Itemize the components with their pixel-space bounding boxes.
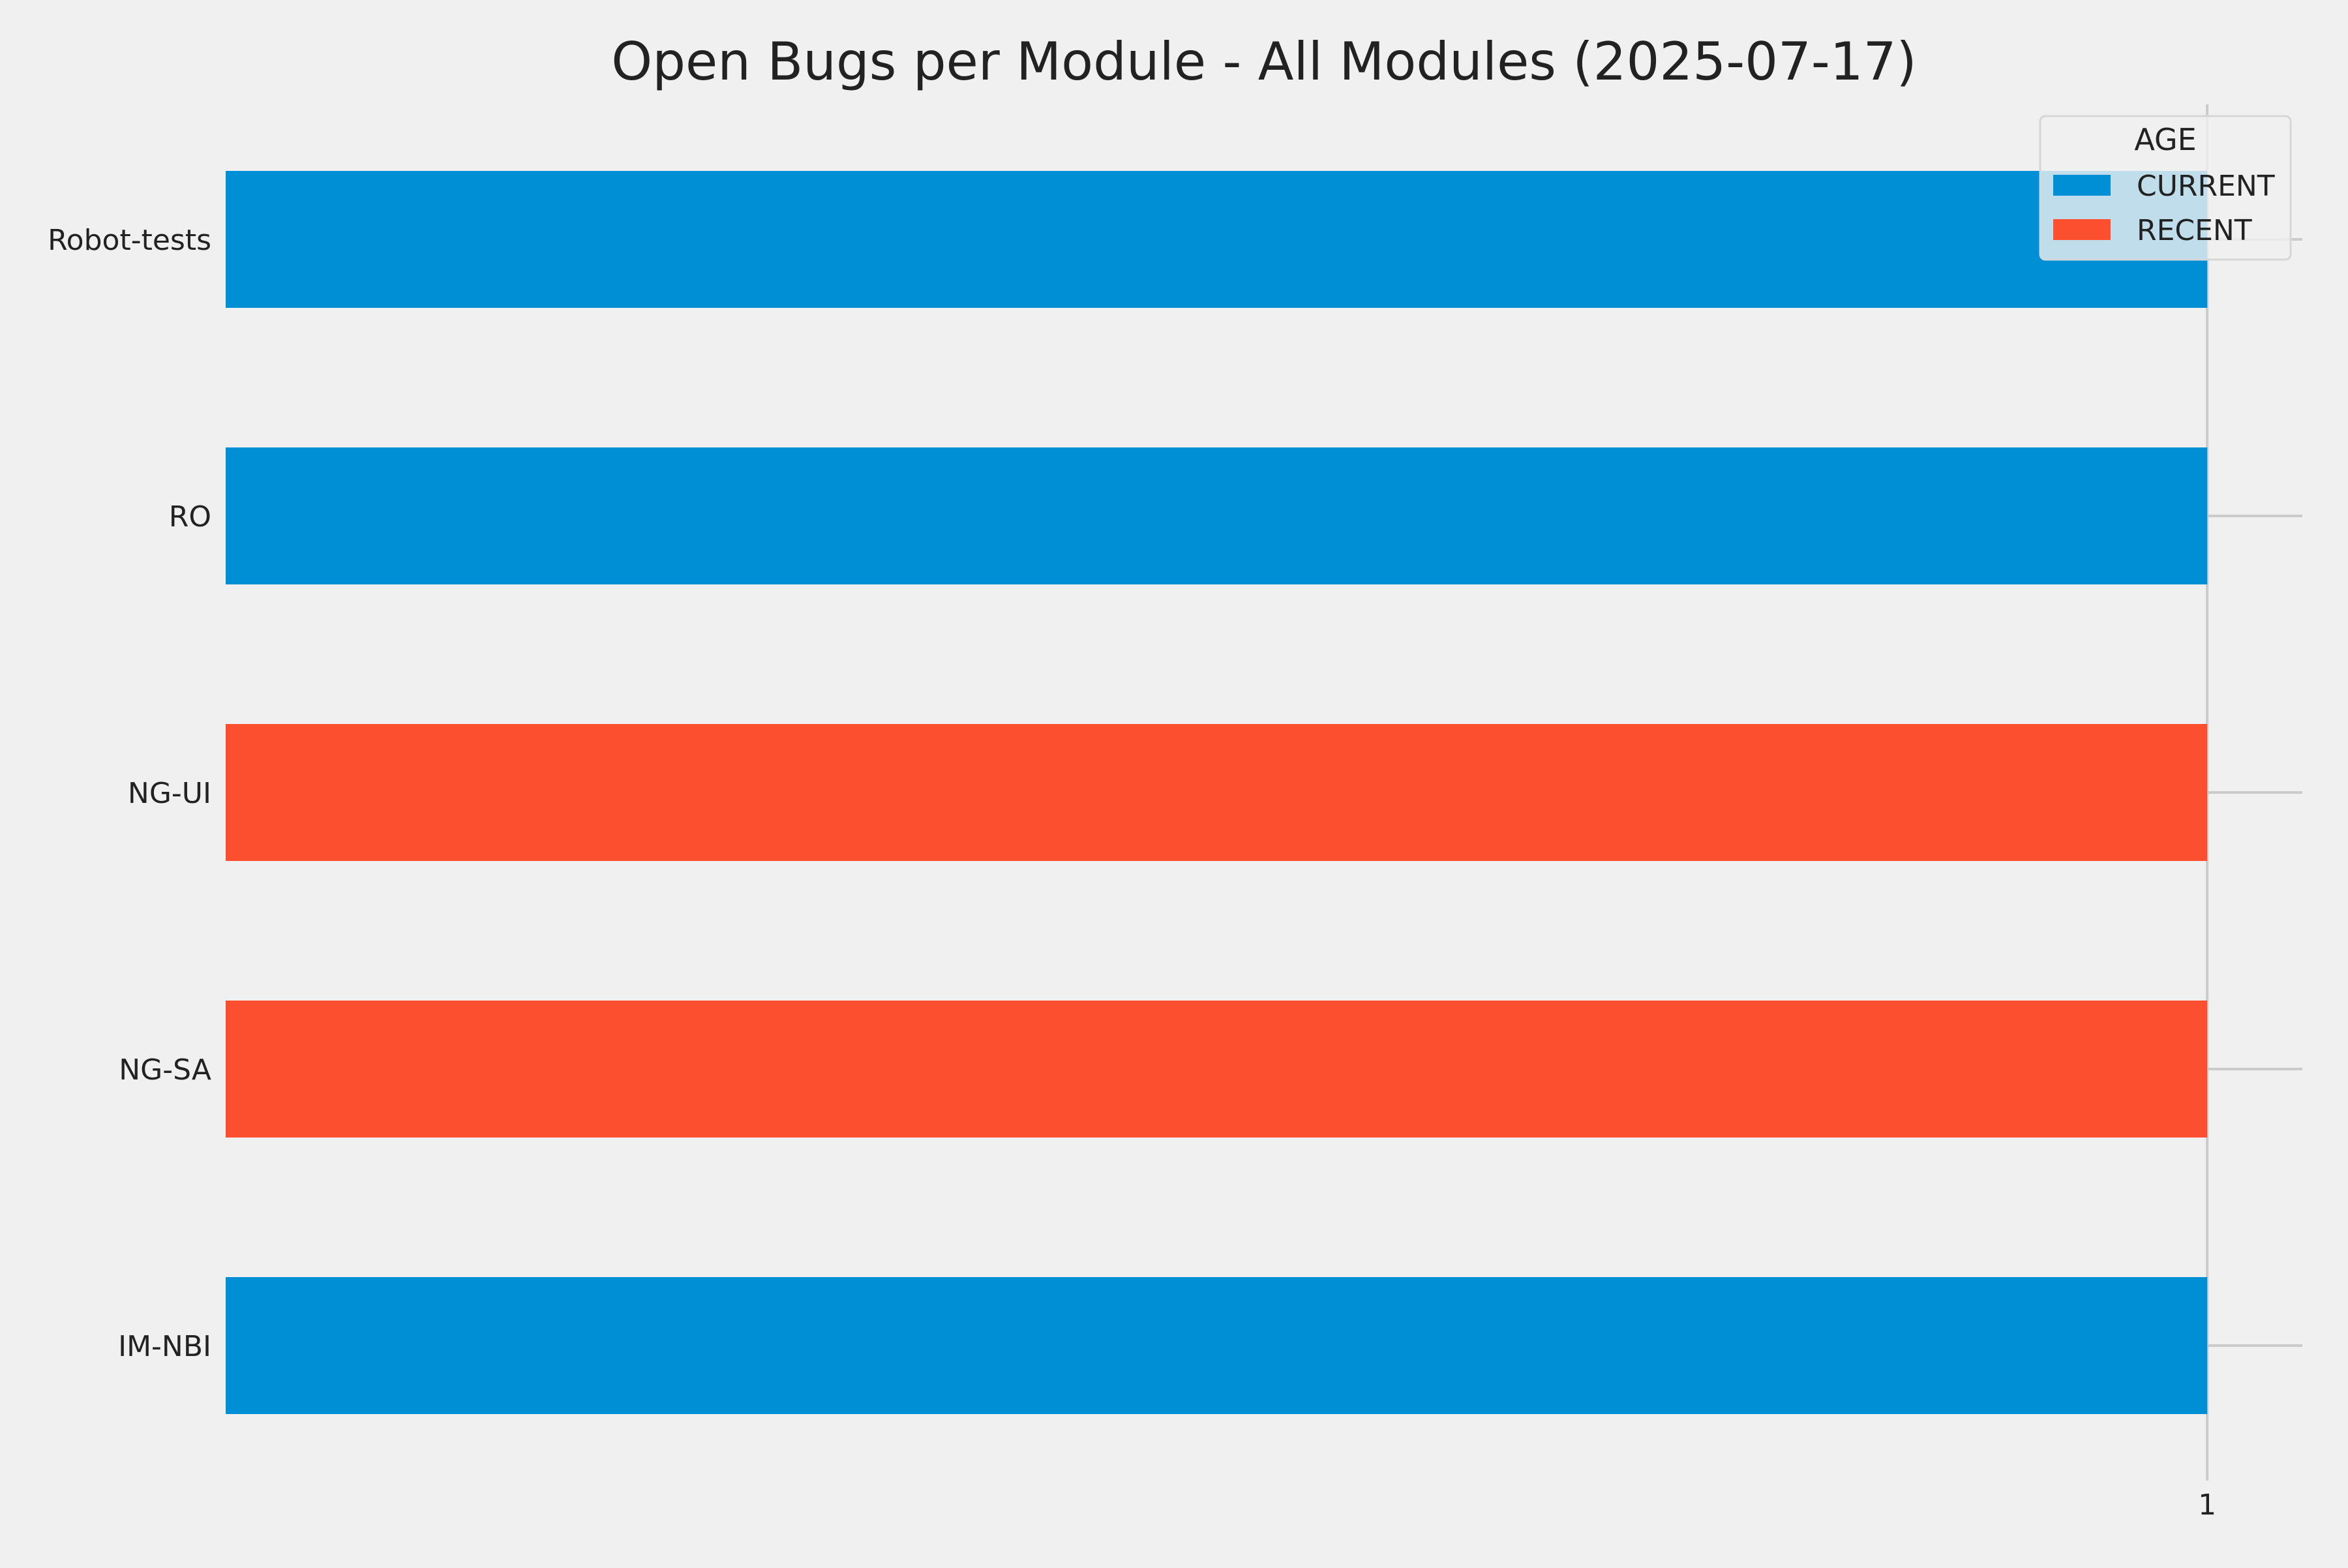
y-tick-label: Robot-tests — [48, 224, 211, 257]
bar-ng-ui — [226, 724, 2208, 861]
y-tick-label: NG-SA — [119, 1053, 211, 1087]
x-tick-labels: 1 — [2198, 1488, 2216, 1522]
legend-label-current: CURRENT — [2137, 170, 2275, 203]
legend-title: AGE — [2134, 122, 2196, 157]
legend-label-recent: RECENT — [2137, 214, 2252, 247]
bars — [226, 171, 2208, 1414]
y-tick-labels: Robot-tests RO NG-UI NG-SA IM-NBI — [48, 224, 211, 1363]
bar-ro — [226, 447, 2208, 584]
bar-im-nbi — [226, 1277, 2208, 1414]
chart-title: Open Bugs per Module - All Modules (2025… — [611, 31, 1916, 92]
bar-robot-tests — [226, 171, 2208, 308]
y-tick-label: IM-NBI — [118, 1330, 211, 1363]
x-tick-label: 1 — [2198, 1488, 2216, 1522]
legend: AGE CURRENT RECENT — [2039, 115, 2292, 261]
legend-swatch-recent — [2053, 219, 2111, 240]
legend-swatch-current — [2053, 175, 2111, 196]
y-tick-label: NG-UI — [128, 777, 211, 810]
bar-ng-sa — [226, 1001, 2208, 1138]
y-tick-label: RO — [169, 500, 211, 534]
